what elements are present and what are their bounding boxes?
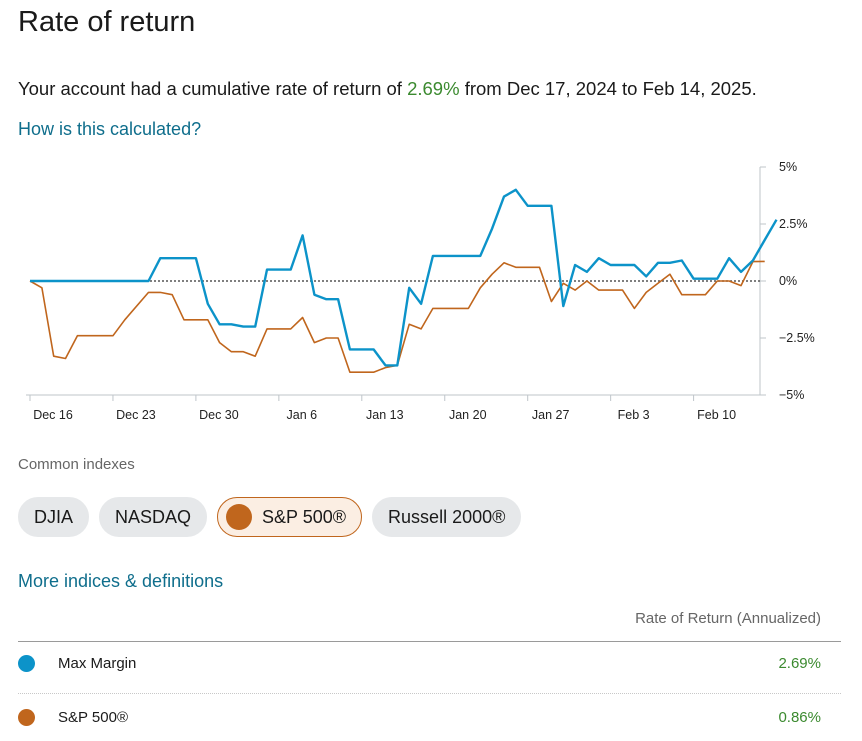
index-pill-djia[interactable]: DJIA bbox=[18, 497, 90, 537]
index-pill-label: S&P 500® bbox=[262, 506, 347, 527]
x-tick-label: Jan 27 bbox=[532, 408, 570, 422]
summary-prefix: Your account had a cumulative rate of re… bbox=[18, 78, 402, 99]
row-value: 2.69% bbox=[778, 655, 821, 672]
account-color-dot-icon bbox=[18, 655, 35, 672]
chart-series bbox=[29, 188, 778, 373]
index-pill-label: DJIA bbox=[34, 506, 74, 527]
index-pill-russell-2000[interactable]: Russell 2000® bbox=[372, 497, 522, 537]
x-tick-label: Jan 6 bbox=[287, 408, 318, 422]
x-tick-label: Dec 30 bbox=[199, 408, 239, 422]
x-axis-ticks: Dec 16 Dec 23 Dec 30 Jan 6 Jan 13 Jan 20 Jan 2… bbox=[29, 395, 736, 422]
sp500-color-dot-icon bbox=[226, 504, 253, 530]
y-tick-label: 0% bbox=[779, 274, 797, 288]
table-divider bbox=[18, 641, 841, 642]
return-summary: Your account had a cumulative rate of re… bbox=[18, 78, 757, 100]
table-header-rate-of-return: Rate of Return (Annualized) bbox=[635, 610, 821, 627]
x-tick-label: Feb 10 bbox=[697, 408, 736, 422]
row-value: 0.86% bbox=[778, 709, 821, 726]
table-row-divider bbox=[18, 693, 841, 694]
common-indexes-label: Common indexes bbox=[18, 456, 135, 473]
index-pill-label: NASDAQ bbox=[115, 506, 192, 527]
y-tick-label: 2.5% bbox=[779, 217, 808, 231]
how-calculated-link[interactable]: How is this calculated? bbox=[18, 119, 202, 139]
x-tick-label: Dec 16 bbox=[33, 408, 73, 422]
y-axis-ticks: 5% 2.5% 0% −2.5% −5% bbox=[760, 160, 815, 402]
summary-return-value: 2.69% bbox=[407, 78, 460, 99]
more-indices-link[interactable]: More indices & definitions bbox=[18, 571, 224, 591]
row-name: Max Margin bbox=[58, 655, 137, 672]
sp500-color-dot-icon bbox=[18, 709, 35, 726]
x-tick-label: Jan 13 bbox=[366, 408, 404, 422]
y-tick-label: −5% bbox=[779, 388, 804, 402]
page-title: Rate of return bbox=[18, 6, 196, 38]
x-tick-label: Jan 20 bbox=[449, 408, 487, 422]
summary-suffix: from Dec 17, 2024 to Feb 14, 2025. bbox=[464, 78, 757, 99]
index-selector: DJIA NASDAQ S&P 500® Russell 2000® bbox=[18, 497, 522, 537]
x-tick-label: Dec 23 bbox=[116, 408, 156, 422]
y-tick-label: −2.5% bbox=[779, 331, 815, 345]
series-line-account bbox=[30, 188, 778, 367]
index-pill-label: Russell 2000® bbox=[388, 506, 506, 527]
x-tick-label: Feb 3 bbox=[618, 408, 650, 422]
series-line-sp500 bbox=[29, 260, 765, 373]
index-pill-nasdaq[interactable]: NASDAQ bbox=[99, 497, 208, 537]
index-pill-sp500[interactable]: S&P 500® bbox=[217, 497, 363, 537]
rate-of-return-chart: 5% 2.5% 0% −2.5% −5% Dec 16 Dec 23 Dec 30 Jan 6… bbox=[26, 160, 815, 422]
y-tick-label: 5% bbox=[779, 160, 797, 174]
row-name: S&P 500® bbox=[58, 709, 128, 726]
